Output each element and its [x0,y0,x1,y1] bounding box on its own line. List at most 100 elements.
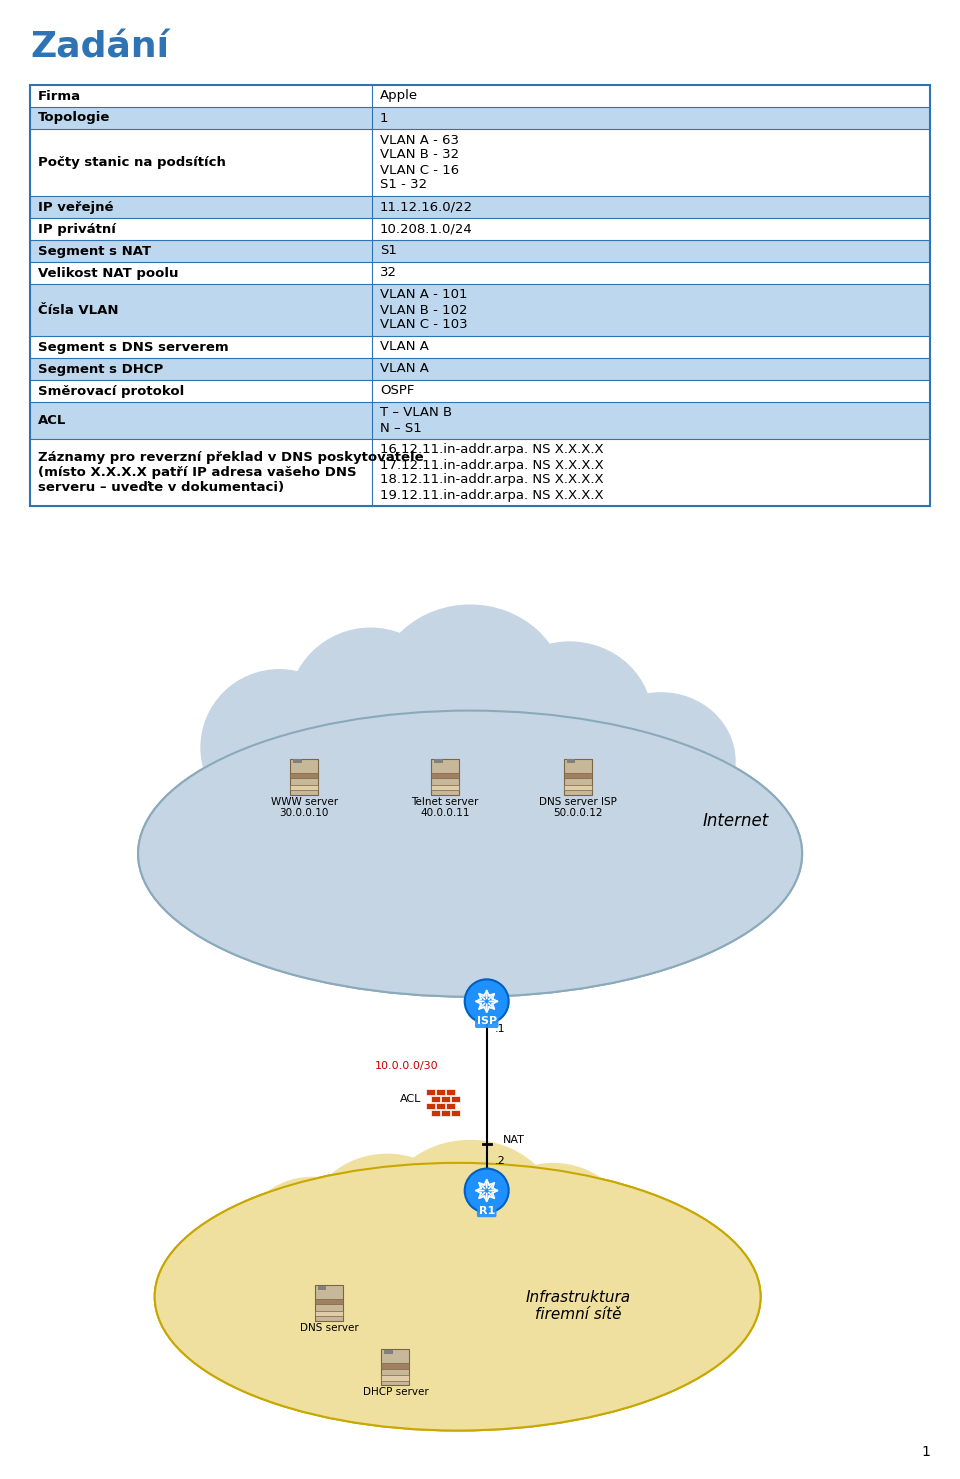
Bar [381,1349,409,1386]
Text: Čísla VLAN: Čísla VLAN [38,303,118,317]
Bar [436,1103,445,1109]
Text: 32: 32 [380,266,397,280]
Bar [30,380,930,402]
Text: WWW server
30.0.0.10: WWW server 30.0.0.10 [271,797,338,818]
Bar [567,759,575,763]
Ellipse shape [478,1162,628,1293]
Bar [30,197,930,217]
Bar [30,336,930,358]
Text: Firma: Firma [38,90,82,102]
Ellipse shape [201,669,358,825]
Bar [30,439,930,506]
Bar [431,1109,440,1115]
Text: NAT: NAT [503,1134,525,1145]
Bar [290,784,318,790]
Bar [381,1364,409,1370]
Ellipse shape [138,710,803,997]
Bar [446,1089,455,1094]
Bar [431,772,459,778]
Ellipse shape [487,642,653,799]
Text: Zadání: Zadání [30,30,169,64]
Text: 1: 1 [380,111,389,124]
Bar [30,84,930,506]
Bar [426,1089,435,1094]
Text: Segment s DNS serverem: Segment s DNS serverem [38,340,228,353]
Text: DNS server ISP
50.0.0.12: DNS server ISP 50.0.0.12 [540,797,617,818]
Bar [293,759,301,763]
Text: R1: R1 [479,1205,494,1216]
Text: S1: S1 [380,244,396,257]
Bar [564,759,592,794]
Ellipse shape [308,1154,466,1293]
Bar [315,1299,343,1304]
Bar [290,772,318,778]
Bar [446,1103,455,1109]
Bar [30,402,930,439]
Text: ISP: ISP [476,1016,496,1026]
Bar [451,1096,460,1102]
Bar [381,1375,409,1381]
Text: .1: .1 [495,1023,506,1034]
Circle shape [465,1168,509,1213]
Text: 11.12.16.0/22: 11.12.16.0/22 [380,201,473,213]
Text: VLAN A: VLAN A [380,340,429,353]
Text: Topologie: Topologie [38,111,110,124]
Text: Směrovací protokol: Směrovací protokol [38,385,184,398]
Ellipse shape [242,1177,383,1306]
Bar [564,772,592,778]
Text: 10.0.0.0/30: 10.0.0.0/30 [374,1060,439,1071]
Text: Telnet server
40.0.0.11: Telnet server 40.0.0.11 [412,797,479,818]
Text: IP veřejné: IP veřejné [38,201,113,213]
Text: ACL: ACL [399,1094,421,1103]
Bar [290,759,318,794]
Text: Internet: Internet [703,812,769,830]
Bar [564,784,592,790]
Text: VLAN A - 63
VLAN B - 32
VLAN C - 16
S1 - 32: VLAN A - 63 VLAN B - 32 VLAN C - 16 S1 -… [380,133,459,191]
Bar [431,759,459,794]
Ellipse shape [287,627,453,794]
Text: Velikost NAT poolu: Velikost NAT poolu [38,266,179,280]
Text: 16.12.11.in-addr.arpa. NS X.X.X.X
17.12.11.in-addr.arpa. NS X.X.X.X
18.12.11.in-: 16.12.11.in-addr.arpa. NS X.X.X.X 17.12.… [380,444,604,501]
Text: VLAN A - 101
VLAN B - 102
VLAN C - 103: VLAN A - 101 VLAN B - 102 VLAN C - 103 [380,288,468,331]
Circle shape [465,979,509,1023]
Text: IP privátní: IP privátní [38,222,116,235]
Bar [441,1096,450,1102]
Ellipse shape [587,692,735,831]
Bar [431,784,459,790]
Text: .2: .2 [495,1157,506,1165]
Text: Segment s NAT: Segment s NAT [38,244,151,257]
Ellipse shape [155,1162,760,1430]
Text: Apple: Apple [380,90,419,102]
Text: Infrastruktura
firemní sítě: Infrastruktura firemní sítě [525,1290,631,1322]
Bar [451,1109,460,1115]
Bar [30,358,930,380]
Bar [30,284,930,336]
Bar [30,129,930,197]
Bar [315,1310,343,1316]
Bar [30,240,930,262]
Ellipse shape [374,605,565,779]
Bar [30,217,930,240]
Text: OSPF: OSPF [380,385,415,398]
Text: Počty stanic na podsítích: Počty stanic na podsítích [38,155,226,169]
Text: 10.208.1.0/24: 10.208.1.0/24 [380,222,472,235]
Bar [30,106,930,129]
Bar [431,1096,440,1102]
Text: T – VLAN B
N – S1: T – VLAN B N – S1 [380,407,452,435]
Ellipse shape [155,1162,760,1430]
Text: VLAN A: VLAN A [380,362,429,376]
Bar [441,1109,450,1115]
Bar [426,1103,435,1109]
Bar [315,1285,343,1321]
Text: DNS server: DNS server [300,1322,358,1333]
Bar [30,262,930,284]
Bar [434,759,443,763]
Text: 1: 1 [922,1445,930,1458]
Bar [318,1285,326,1290]
Bar [384,1350,393,1355]
Text: Segment s DHCP: Segment s DHCP [38,362,163,376]
Text: ACL: ACL [38,414,66,427]
Ellipse shape [383,1140,557,1288]
Text: DHCP server: DHCP server [363,1387,428,1398]
Bar [436,1089,445,1094]
